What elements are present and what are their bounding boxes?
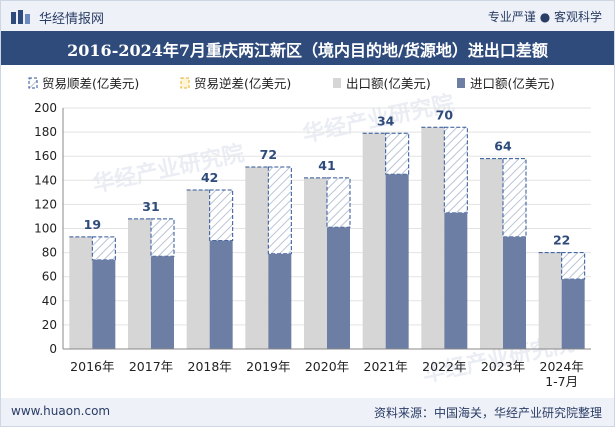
x-tick-label: 2019年 [246, 359, 290, 374]
import-bar [327, 227, 350, 349]
y-tick-label: 20 [42, 318, 57, 332]
logo-icon [11, 10, 30, 24]
surplus-bar [209, 189, 234, 242]
top-bar: 华经情报网 专业严谨 ● 客观科学 [1, 1, 614, 31]
source-note: 资料来源：中国海关，华经产业研究院整理 [373, 406, 602, 420]
legend-label: 贸易顺差(亿美元) [42, 76, 139, 91]
y-tick-label: 60 [42, 270, 57, 284]
x-tick-label: 2016年 [70, 359, 114, 374]
y-tick-label: 40 [42, 294, 57, 308]
y-tick-label: 0 [49, 342, 57, 356]
x-tick-label: 2018年 [188, 359, 232, 374]
data-label: 72 [260, 147, 277, 162]
export-bar [186, 189, 210, 349]
legend: 贸易顺差(亿美元) 贸易逆差(亿美元) 出口额(亿美元) 进口额(亿美元) [28, 76, 555, 91]
data-label: 19 [84, 217, 101, 232]
x-tick-label-line: 1-7月 [545, 374, 578, 389]
data-label: 31 [142, 199, 159, 214]
surplus-bar [561, 252, 586, 280]
y-tick-label: 100 [34, 222, 57, 236]
y-tick-label: 200 [34, 101, 57, 115]
import-bar [561, 279, 585, 349]
y-tick-label: 160 [34, 149, 57, 163]
footer-url[interactable]: www.huaon.com [11, 404, 111, 418]
x-axis: 2016年 2017年 2018年 2019年 2020年 2021年 2022年 2023年… [63, 348, 591, 389]
export-bar [128, 218, 151, 349]
legend-label: 出口额(亿美元) [346, 76, 431, 91]
export-bar [421, 127, 445, 349]
legend-swatch [333, 78, 341, 88]
import-bar [444, 212, 468, 349]
chart-title: 2016-2024年7月重庆两江新区（境内目的地/货源地）进出口差额 [67, 41, 548, 60]
y-tick-label: 80 [42, 246, 57, 260]
y-tick-label: 140 [34, 173, 57, 187]
y-tick-label: 120 [34, 197, 57, 211]
x-tick-label-line: 2024年 [540, 359, 584, 374]
legend-swatch [180, 77, 190, 89]
x-tick-label: 2020年 [305, 359, 349, 374]
bars [69, 126, 586, 349]
title-bar: 2016-2024年7月重庆两江新区（境内目的地/货源地）进出口差额 [1, 31, 614, 65]
export-bar [304, 177, 327, 349]
y-tick-label: 180 [34, 125, 57, 139]
tagline: 专业严谨 ● 客观科学 [487, 10, 602, 24]
data-label: 41 [318, 158, 335, 173]
x-tick-label: 2024年 1-7月 [540, 359, 584, 389]
surplus-bar [502, 158, 527, 238]
export-bar [480, 158, 503, 349]
x-tick-label: 2022年 [422, 359, 466, 374]
surplus-bar [267, 166, 292, 255]
brand-name: 华经情报网 [39, 12, 105, 27]
import-bar [209, 240, 233, 349]
x-tick-label: 2017年 [129, 359, 173, 374]
surplus-bar [443, 126, 468, 214]
surplus-bar [326, 177, 351, 228]
import-bar [151, 256, 174, 349]
surplus-bar [150, 218, 175, 257]
data-label: 42 [201, 170, 218, 185]
export-bar [245, 167, 269, 349]
import-bar [385, 174, 409, 349]
export-bar [69, 236, 93, 349]
footer-bar: www.huaon.com 资料来源：中国海关，华经产业研究院整理 [1, 398, 614, 426]
x-tick-label: 2021年 [364, 359, 408, 374]
y-axis: 0 20 40 60 80 100 120 140 160 180 200 [34, 101, 64, 356]
data-label: 34 [377, 113, 395, 128]
legend-swatch [28, 77, 38, 89]
x-tick-label: 2023年 [481, 359, 525, 374]
data-labels: 19 31 42 72 41 34 70 64 22 [84, 107, 571, 247]
legend-swatch [457, 78, 465, 88]
data-label: 64 [494, 139, 512, 154]
import-bar [503, 236, 526, 349]
data-label: 70 [436, 107, 454, 122]
import-bar [268, 253, 292, 349]
export-bar [538, 252, 562, 349]
surplus-bar [91, 236, 116, 261]
legend-label: 贸易逆差(亿美元) [194, 76, 291, 91]
data-label: 22 [553, 233, 570, 248]
bar-chart: 贸易顺差(亿美元) 贸易逆差(亿美元) 出口额(亿美元) 进口额(亿美元) 0 20 40… [28, 76, 591, 389]
import-bar [92, 259, 116, 349]
legend-label: 进口额(亿美元) [470, 76, 555, 91]
export-bar [362, 133, 386, 349]
surplus-bar [385, 132, 410, 175]
